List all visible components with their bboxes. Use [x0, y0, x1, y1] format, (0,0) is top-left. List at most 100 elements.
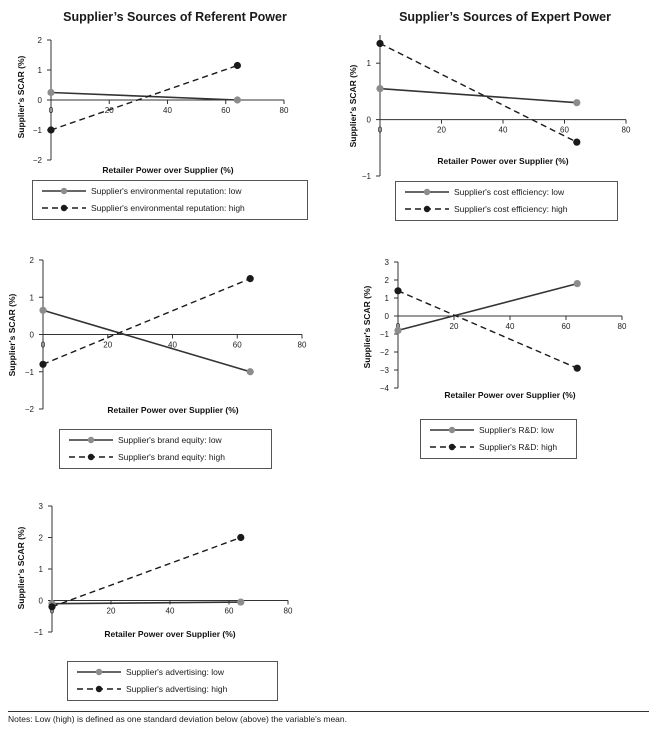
legend-swatch — [77, 685, 121, 693]
data-point-low — [394, 326, 402, 334]
series-line-high — [379, 42, 578, 143]
data-point-low — [376, 84, 384, 93]
legend-env: Supplier's environmental reputation: low… — [32, 180, 308, 220]
series-line-low — [51, 601, 241, 605]
x-tick-label: 40 — [506, 322, 515, 331]
legend-swatch — [42, 204, 86, 212]
data-point-high — [233, 61, 241, 70]
x-tick-label: 20 — [105, 106, 114, 115]
x-tick-label: 60 — [221, 106, 230, 115]
x-tick-label: 40 — [499, 126, 508, 135]
x-tick-label: 0 — [50, 607, 55, 616]
y-tick-label: 3 — [39, 502, 44, 511]
legend-swatch — [42, 187, 86, 195]
y-tick-label: −1 — [25, 368, 35, 377]
x-tick-label: 80 — [298, 341, 307, 350]
series-line-high — [50, 64, 238, 131]
data-point-high — [246, 275, 254, 283]
y-axis-label: Supplier's SCAR (%) — [348, 64, 358, 147]
y-axis-label: Supplier's SCAR (%) — [16, 55, 26, 138]
legend-entry-high: Supplier's brand equity: high — [60, 450, 271, 464]
y-tick-label: −1 — [362, 172, 372, 181]
x-tick-label: 0 — [396, 322, 401, 331]
data-point-low — [237, 598, 245, 606]
y-tick-label: 0 — [385, 312, 390, 321]
data-point-high — [573, 138, 581, 146]
legend-swatch — [77, 668, 121, 676]
x-tick-label: 80 — [280, 106, 289, 115]
x-tick-label: 40 — [168, 341, 177, 350]
y-tick-label: 3 — [385, 258, 390, 267]
legend-swatch — [430, 426, 474, 434]
legend-entry-high: Supplier's R&D: high — [421, 440, 576, 454]
legend-label: Supplier's brand equity: low — [118, 435, 222, 445]
y-tick-label: 0 — [38, 96, 43, 105]
legend-swatch — [430, 443, 474, 451]
notes-divider — [8, 711, 649, 712]
y-tick-label: −2 — [380, 348, 390, 357]
series-line-low — [379, 87, 577, 104]
series-line-low — [42, 309, 251, 373]
y-tick-label: 1 — [39, 565, 44, 574]
data-point-low — [573, 280, 581, 288]
y-tick-label: 2 — [385, 276, 390, 285]
series-line-high — [51, 536, 242, 608]
y-tick-label: −1 — [34, 628, 44, 637]
x-axis-label: Retailer Power over Supplier (%) — [102, 165, 233, 175]
legend-swatch-marker — [448, 443, 456, 451]
notes-text: Notes: Low (high) is defined as one stan… — [8, 714, 347, 724]
legend-entry-low: Supplier's R&D: low — [421, 423, 576, 437]
legend-swatch-marker — [95, 685, 103, 693]
y-tick-label: −4 — [380, 384, 390, 393]
x-axis-label: Retailer Power over Supplier (%) — [437, 156, 568, 166]
x-tick-label: 40 — [166, 607, 175, 616]
legend-label: Supplier's cost efficiency: high — [454, 204, 568, 214]
legend-entry-low: Supplier's advertising: low — [68, 665, 277, 679]
legend-entry-low: Supplier's brand equity: low — [60, 433, 271, 447]
x-axis-label: Retailer Power over Supplier (%) — [444, 390, 575, 400]
legend-swatch-marker — [60, 204, 68, 212]
y-tick-label: −1 — [33, 126, 43, 135]
y-tick-label: −3 — [380, 366, 390, 375]
legend-swatch — [69, 436, 113, 444]
legend-swatch — [405, 188, 449, 196]
y-tick-label: 2 — [30, 256, 35, 265]
data-point-high — [237, 533, 245, 542]
legend-swatch-marker — [423, 205, 431, 213]
x-tick-label: 80 — [622, 126, 631, 135]
data-point-low — [233, 96, 241, 104]
legend-label: Supplier's environmental reputation: hig… — [91, 203, 245, 213]
x-tick-label: 20 — [437, 126, 446, 135]
y-tick-label: 0 — [367, 116, 372, 125]
y-tick-label: −2 — [33, 156, 43, 165]
legend-swatch — [69, 453, 113, 461]
legend-label: Supplier's R&D: low — [479, 425, 554, 435]
y-tick-label: 0 — [39, 597, 44, 606]
legend-swatch-marker — [87, 453, 95, 461]
legend-swatch-marker — [95, 668, 103, 676]
legend-cost: Supplier's cost efficiency: low Supplier'… — [395, 181, 618, 221]
y-axis-label: Supplier's SCAR (%) — [7, 293, 17, 376]
x-tick-label: 20 — [107, 607, 116, 616]
x-tick-label: 60 — [560, 126, 569, 135]
referent-power-title: Supplier’s Sources of Referent Power — [63, 10, 287, 24]
x-tick-label: 0 — [49, 106, 54, 115]
y-tick-label: 1 — [38, 66, 43, 75]
data-point-high — [376, 39, 384, 48]
data-point-high — [573, 364, 581, 372]
data-point-low — [39, 306, 47, 314]
expert-power-title: Supplier’s Sources of Expert Power — [399, 10, 611, 24]
data-point-low — [246, 368, 254, 376]
legend-entry-low: Supplier's environmental reputation: low — [33, 184, 307, 198]
legend-swatch-marker — [448, 426, 456, 434]
y-tick-label: −1 — [380, 330, 390, 339]
legend-swatch — [405, 205, 449, 213]
x-tick-label: 0 — [378, 126, 383, 135]
y-tick-label: 2 — [38, 36, 43, 45]
data-point-high — [47, 126, 55, 134]
x-tick-label: 60 — [233, 341, 242, 350]
x-tick-label: 80 — [618, 322, 627, 331]
